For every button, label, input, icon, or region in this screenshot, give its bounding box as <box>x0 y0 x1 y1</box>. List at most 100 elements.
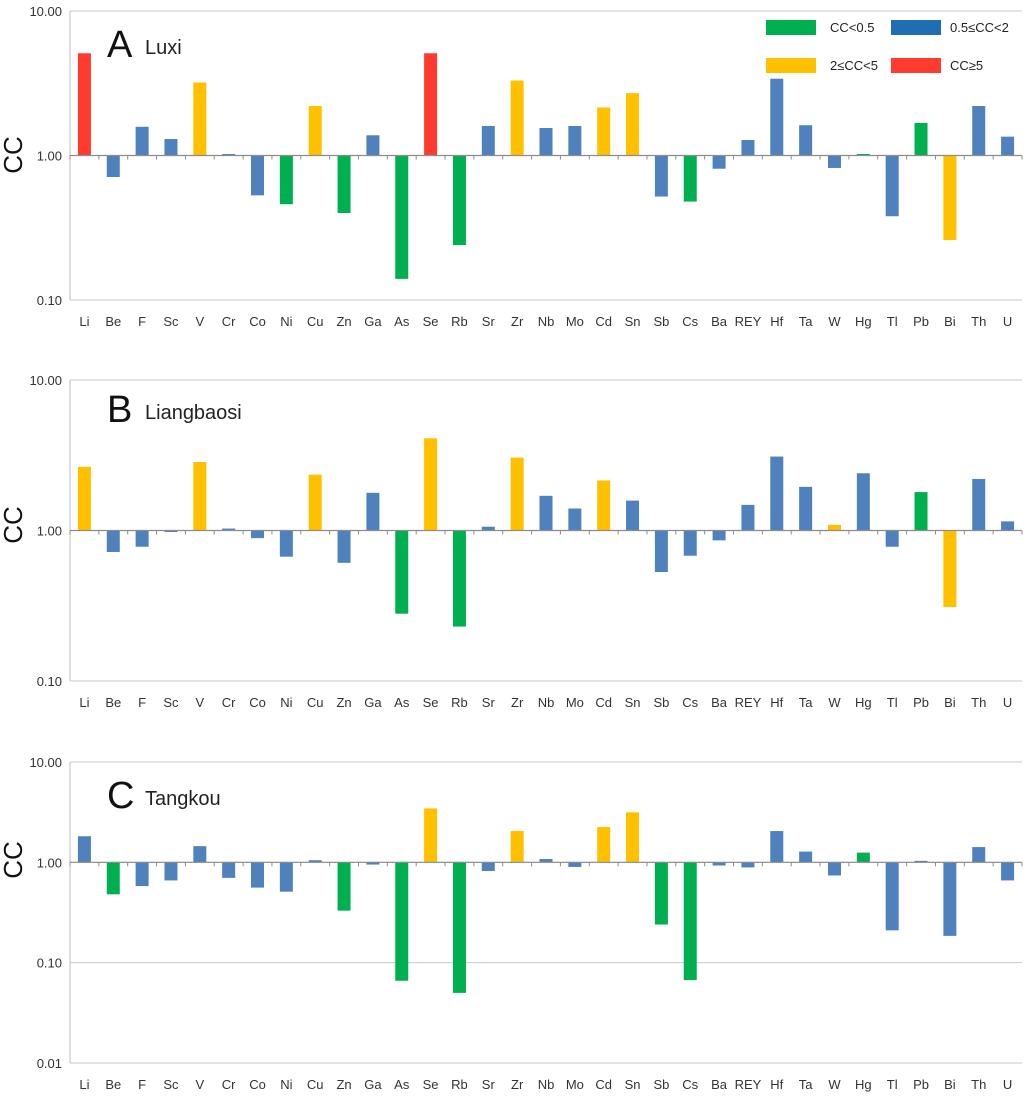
category-label: Zr <box>511 1077 524 1092</box>
panel-a-luxi: 0.10 1.00 10.00 CC A Luxi Li Be F Sc V Cr Co Ni Cu Zn Ga… <box>0 4 1023 329</box>
legend-label-cc-2-5: 2≤CC<5 <box>830 58 878 73</box>
category-label: U <box>1003 695 1012 710</box>
bar-bi <box>943 862 957 936</box>
category-label: Cs <box>682 314 698 329</box>
bar-co <box>251 530 265 539</box>
panel-title: Luxi <box>145 37 182 59</box>
bar-cr <box>222 154 236 156</box>
category-label: Zn <box>336 314 351 329</box>
bar-rb <box>452 530 466 627</box>
bar-ba <box>712 155 726 169</box>
category-label: Bi <box>944 314 956 329</box>
category-label: Cr <box>222 695 236 710</box>
category-label: Pb <box>913 695 929 710</box>
bar-be <box>106 530 120 552</box>
category-label: Tl <box>887 695 898 710</box>
y-tick-label: 1.00 <box>37 524 62 539</box>
category-label: Th <box>971 1077 986 1092</box>
panel-title: Tangkou <box>145 788 221 810</box>
y-tick-label: 10.00 <box>29 373 62 388</box>
bar-cd <box>597 480 611 531</box>
bar-ta <box>799 486 813 531</box>
category-label: U <box>1003 1077 1012 1092</box>
category-label: Ni <box>280 314 292 329</box>
category-label: Ni <box>280 695 292 710</box>
bar-li <box>77 466 91 531</box>
category-label: Pb <box>913 314 929 329</box>
legend-swatch-cc-0.5-2 <box>891 20 941 35</box>
y-tick-label: 1.00 <box>37 855 62 870</box>
category-label: Sb <box>653 695 669 710</box>
bar-zn <box>337 155 351 214</box>
category-label: Se <box>423 695 439 710</box>
category-label: Se <box>423 314 439 329</box>
panel-b-liangbaosi: 0.10 1.00 10.00 CC B Liangbaosi Li Be F Sc V Cr Co Ni… <box>0 373 1023 710</box>
bar-zn <box>337 862 351 911</box>
category-label: F <box>138 314 146 329</box>
bar-ni <box>279 862 293 892</box>
category-label: Cd <box>595 1077 612 1092</box>
bar-ga <box>366 492 380 531</box>
category-label: Zr <box>511 695 524 710</box>
bar-be <box>106 155 120 177</box>
bar-w <box>827 155 841 168</box>
bar-ta <box>799 125 813 156</box>
bar-sn <box>626 500 640 531</box>
bar-as <box>395 862 409 981</box>
y-tick-label: 0.01 <box>37 1056 62 1071</box>
bar-mo <box>568 508 582 531</box>
category-label: Li <box>79 1077 89 1092</box>
category-label: Sc <box>163 314 179 329</box>
bar-sc <box>164 862 178 881</box>
bar-sr <box>481 526 495 531</box>
category-label: Tl <box>887 1077 898 1092</box>
legend-swatch-cc-ge-5 <box>891 58 941 73</box>
category-label: Bi <box>944 1077 956 1092</box>
bar-f <box>135 530 149 547</box>
category-label: Hf <box>770 314 783 329</box>
category-label: Ga <box>364 1077 382 1092</box>
category-label: As <box>394 1077 410 1092</box>
category-label: Hg <box>855 1077 872 1092</box>
category-label: Cr <box>222 314 236 329</box>
category-label: Sc <box>163 695 179 710</box>
legend-label-cc-lt-0.5: CC<0.5 <box>830 20 874 35</box>
category-label: Be <box>105 314 121 329</box>
bar-cs <box>683 155 697 202</box>
category-label: Ba <box>711 695 728 710</box>
bar-bi <box>943 155 957 241</box>
category-label: Ba <box>711 314 728 329</box>
category-label: REY <box>735 314 762 329</box>
bar-ni <box>279 530 293 557</box>
category-label: Sr <box>482 1077 496 1092</box>
bar-sn <box>626 812 640 863</box>
category-label: REY <box>735 695 762 710</box>
category-label: Se <box>423 1077 439 1092</box>
bar-ta <box>799 851 813 863</box>
bar-bi <box>943 530 957 608</box>
category-label: W <box>828 314 841 329</box>
bar-li <box>77 836 91 863</box>
category-label: Cs <box>682 1077 698 1092</box>
bar-ni <box>279 155 293 205</box>
y-tick-label: 0.10 <box>37 956 62 971</box>
panel-title: Liangbaosi <box>145 402 242 424</box>
category-label: Be <box>105 1077 121 1092</box>
category-label: Bi <box>944 695 956 710</box>
bar-se <box>424 438 438 531</box>
y-tick-label: 0.10 <box>37 674 62 689</box>
category-label: F <box>138 695 146 710</box>
bar-ga <box>366 135 380 156</box>
category-label: Ta <box>799 314 814 329</box>
bar-sn <box>626 93 640 156</box>
bar-sb <box>654 530 668 572</box>
y-tick-label: 10.00 <box>29 755 62 770</box>
category-label: Ga <box>364 314 382 329</box>
category-label: Sn <box>625 1077 641 1092</box>
legend-swatch-cc-lt-0.5 <box>766 20 816 35</box>
category-label: Th <box>971 695 986 710</box>
category-label: Pb <box>913 1077 929 1092</box>
bar-sr <box>481 862 495 871</box>
category-label: Co <box>249 1077 266 1092</box>
